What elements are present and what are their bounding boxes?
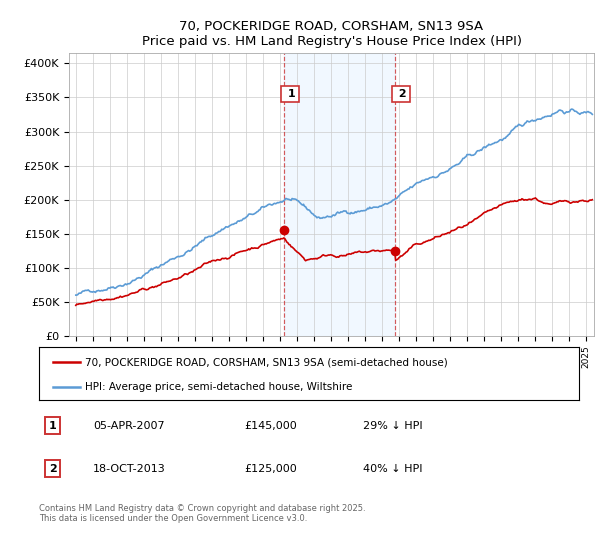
Text: 18-OCT-2013: 18-OCT-2013 bbox=[93, 464, 166, 474]
Text: 1: 1 bbox=[49, 421, 56, 431]
Text: 2: 2 bbox=[395, 89, 407, 99]
Bar bbox=[284, 53, 395, 336]
Text: 70, POCKERIDGE ROAD, CORSHAM, SN13 9SA (semi-detached house): 70, POCKERIDGE ROAD, CORSHAM, SN13 9SA (… bbox=[85, 357, 448, 367]
Text: 1: 1 bbox=[284, 89, 296, 99]
Text: 40% ↓ HPI: 40% ↓ HPI bbox=[363, 464, 422, 474]
Title: 70, POCKERIDGE ROAD, CORSHAM, SN13 9SA
Price paid vs. HM Land Registry's House P: 70, POCKERIDGE ROAD, CORSHAM, SN13 9SA P… bbox=[142, 20, 521, 48]
Text: £125,000: £125,000 bbox=[244, 464, 297, 474]
Text: HPI: Average price, semi-detached house, Wiltshire: HPI: Average price, semi-detached house,… bbox=[85, 382, 352, 392]
Text: 29% ↓ HPI: 29% ↓ HPI bbox=[363, 421, 422, 431]
Text: 2: 2 bbox=[49, 464, 56, 474]
Text: 05-APR-2007: 05-APR-2007 bbox=[93, 421, 164, 431]
Text: Contains HM Land Registry data © Crown copyright and database right 2025.
This d: Contains HM Land Registry data © Crown c… bbox=[39, 504, 365, 524]
Text: £145,000: £145,000 bbox=[244, 421, 297, 431]
